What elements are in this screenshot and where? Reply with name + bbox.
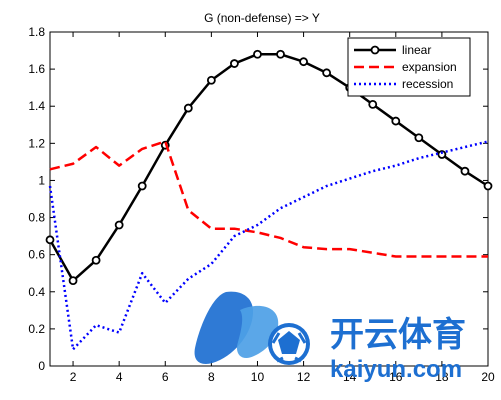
x-tick-label: 4 [116, 370, 123, 384]
y-tick-label: 0.2 [28, 322, 45, 336]
data-point-linear [91, 255, 101, 265]
data-point-linear [299, 57, 308, 67]
series-line-linear [48, 53, 489, 282]
legend-label-expansion: expansion [402, 60, 457, 74]
y-tick-label: 1.2 [28, 136, 45, 150]
y-tick-label: 1.4 [28, 99, 45, 113]
axis-ticks: 2 4 6 8 10 12 14 16 18 20 0 0.2 0.4 0.6 0.8 1 1.2 1.4 1.6 1… [28, 25, 495, 384]
data-point-linear [368, 99, 378, 109]
x-tick-label: 10 [251, 370, 265, 384]
x-tick-label: 20 [481, 370, 495, 384]
legend: linear expansion recession [347, 37, 471, 97]
legend-label-recession: recession [402, 77, 453, 91]
data-point-linear [45, 235, 55, 245]
x-tick-label: 2 [70, 370, 77, 384]
data-point-linear [230, 59, 239, 68]
data-point-linear [183, 103, 193, 113]
series-line-recession [48, 140, 489, 351]
y-tick-label: 1.6 [28, 62, 45, 76]
series-recession [48, 140, 489, 351]
data-point-linear [68, 276, 78, 286]
y-tick-label: 0.8 [28, 211, 45, 225]
watermark-logo [194, 291, 310, 365]
data-point-linear [137, 181, 147, 191]
data-point-linear [276, 49, 285, 59]
y-tick-label: 1.8 [28, 25, 45, 39]
y-tick-label: 1 [38, 173, 45, 187]
x-tick-label: 8 [208, 370, 215, 384]
series-line-expansion [49, 140, 488, 258]
y-tick-label: 0.6 [28, 248, 45, 262]
data-point-linear [437, 150, 447, 159]
watermark-text-cn: 开云体育 [330, 316, 466, 354]
y-tick-label: 0 [38, 359, 45, 373]
legend-label-linear: linear [402, 43, 431, 57]
watermark: 开云体育 kaiyun.com [194, 291, 466, 383]
data-point-linear [206, 75, 216, 85]
plot-frame [49, 31, 489, 367]
x-tick-label: 6 [162, 370, 169, 384]
x-tick-label: 12 [297, 370, 311, 384]
data-point-linear [414, 133, 424, 143]
chart-title: G (non-defense) => Y [204, 11, 320, 25]
data-point-linear [253, 49, 262, 59]
y-tick-label: 0.4 [28, 285, 45, 299]
legend-marker-linear [370, 45, 380, 55]
series-layer [45, 49, 493, 351]
legend-box [347, 37, 471, 97]
series-expansion [49, 140, 488, 258]
x-tick-label: 18 [435, 370, 449, 384]
data-point-linear [391, 116, 401, 126]
data-point-linear [322, 68, 332, 78]
x-tick-label: 14 [343, 370, 357, 384]
watermark-text-en: kaiyun.com [330, 356, 462, 383]
data-point-linear [114, 220, 124, 230]
data-point-linear [460, 166, 470, 176]
x-tick-label: 16 [389, 370, 403, 384]
plot-area-border [49, 31, 489, 367]
data-point-linear [483, 181, 493, 191]
